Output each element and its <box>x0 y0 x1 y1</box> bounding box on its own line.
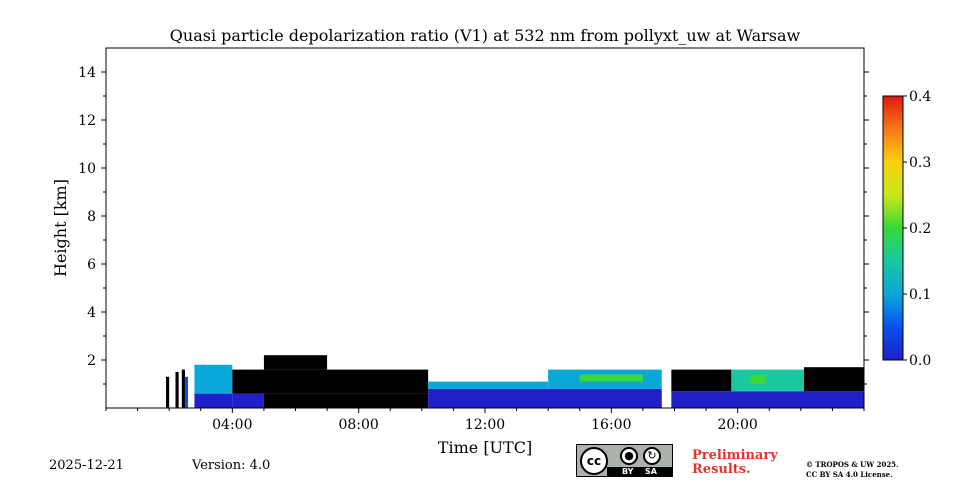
share-alike-icon: ↻ <box>643 447 661 465</box>
y-axis: 2 4 6 8 10 12 14 <box>78 65 869 385</box>
copyright-line1: © TROPOS & UW 2025. <box>806 460 899 469</box>
x-tick-label: 16:00 <box>591 417 631 433</box>
colorbar <box>882 95 904 361</box>
chart-title: Quasi particle depolarization ratio (V1)… <box>170 26 801 45</box>
x-axis-label: Time [UTC] <box>438 438 532 457</box>
cloud-mask-region <box>166 376 170 408</box>
x-tick-label: 12:00 <box>465 417 505 433</box>
x-tick-label: 08:00 <box>338 417 378 433</box>
cloud-mask-region <box>175 372 179 408</box>
footer-version: Version: 4.0 <box>192 458 271 473</box>
cloud-mask-region <box>671 369 732 392</box>
footer-date: 2025-12-21 <box>49 458 124 473</box>
depol-ratio-region <box>428 381 549 389</box>
copyright-notice: © TROPOS & UW 2025. CC BY SA 4.0 License… <box>806 460 899 480</box>
depol-ratio-region <box>194 393 233 408</box>
cloud-mask-region <box>263 393 429 408</box>
person-icon: ● <box>620 447 638 465</box>
colorbar-ticks: 0.0 0.1 0.2 0.3 0.4 <box>903 89 931 369</box>
depol-ratio-region <box>579 374 643 382</box>
y-tick-label: 2 <box>87 353 96 369</box>
depol-ratio-region <box>428 388 662 408</box>
colorbar-tick-label: 0.2 <box>909 221 931 237</box>
cloud-mask-region <box>263 355 328 370</box>
y-tick-label: 10 <box>78 161 96 177</box>
y-tick-label: 12 <box>78 113 96 129</box>
depol-ratio-region <box>803 391 864 396</box>
colorbar-tick-label: 0.4 <box>909 89 931 105</box>
depol-ratio-region <box>731 369 804 392</box>
preliminary-results: Preliminary Results. <box>692 449 778 477</box>
cloud-mask-region <box>181 369 185 408</box>
x-tick-label: 20:00 <box>717 417 757 433</box>
copyright-line2: CC BY SA 4.0 License. <box>806 470 893 479</box>
y-tick-label: 6 <box>87 257 96 273</box>
y-axis-label: Height [km] <box>51 179 70 277</box>
cc-sa-label: SA <box>645 467 657 476</box>
y-tick-label: 14 <box>78 65 96 81</box>
plot-frame <box>105 47 865 409</box>
y-tick-label: 4 <box>87 305 96 321</box>
cc-license-badge[interactable]: cc ● ↻ BY SA <box>576 444 673 477</box>
data-gap <box>188 367 192 408</box>
depol-ratio-region <box>184 376 189 408</box>
x-tick-label: 04:00 <box>212 417 252 433</box>
colorbar-tick-label: 0.1 <box>909 287 931 303</box>
cc-badge-strip <box>607 467 673 477</box>
cloud-mask-region <box>803 367 864 392</box>
plot-area <box>166 355 864 408</box>
cloud-mask-region <box>232 369 429 394</box>
y-tick-label: 8 <box>87 209 96 225</box>
cc-by-label: BY <box>622 467 634 476</box>
colorbar-tick-label: 0.0 <box>909 353 931 369</box>
cc-logo-icon: cc <box>580 447 608 475</box>
x-axis: 04:00 08:00 12:00 16:00 20:00 <box>105 408 865 433</box>
preliminary-line1: Preliminary <box>692 448 778 463</box>
depol-ratio-region <box>194 364 233 394</box>
depol-ratio-region <box>750 374 767 384</box>
preliminary-line2: Results. <box>692 462 751 477</box>
data-gap <box>661 367 669 408</box>
depol-ratio-region <box>232 393 264 408</box>
colorbar-tick-label: 0.3 <box>909 155 931 171</box>
